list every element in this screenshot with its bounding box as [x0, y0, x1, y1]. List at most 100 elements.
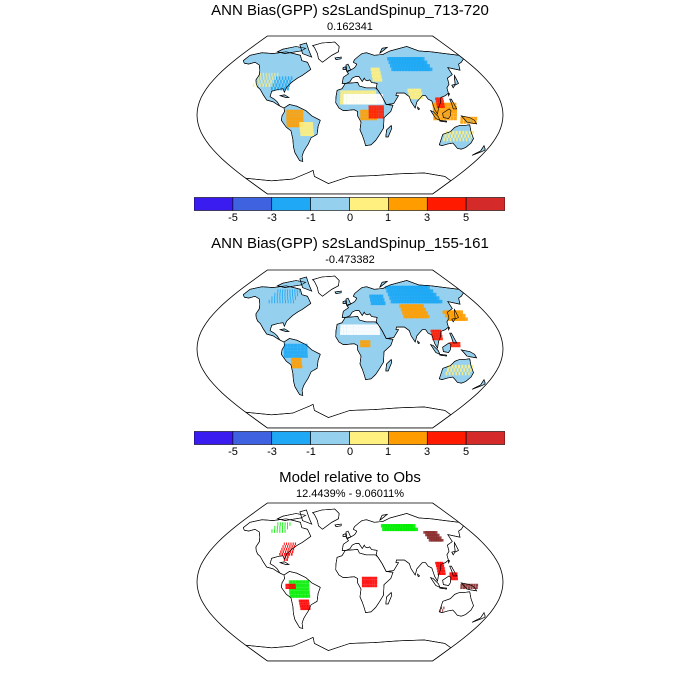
colorbar-bin: [426, 431, 467, 445]
colorbar-bin: [194, 197, 234, 211]
data-cell: [300, 343, 305, 348]
coastline-ie: [342, 66, 347, 70]
coastline-is: [334, 56, 342, 61]
data-cell: [343, 331, 347, 335]
data-cell: [389, 527, 394, 532]
data-cell: [430, 538, 435, 542]
data-cell: [281, 547, 283, 551]
coastline-lk: [417, 573, 420, 578]
data-cell: [289, 116, 294, 121]
data-cell: [372, 584, 375, 588]
data-cell: [459, 137, 461, 142]
data-cell: [293, 583, 296, 587]
data-cell: [281, 292, 283, 297]
data-cell: [286, 113, 290, 117]
data-cell: [296, 289, 298, 293]
data-cell: [421, 314, 427, 319]
data-cell: [467, 116, 471, 121]
data-cell: [409, 95, 414, 100]
data-cell: [418, 314, 424, 319]
data-cell: [409, 57, 415, 61]
data-cell: [356, 93, 360, 98]
data-cell: [285, 547, 288, 551]
data-cell: [465, 130, 468, 135]
data-cell: [403, 64, 408, 68]
data-cell: [289, 109, 294, 114]
data-cell: [368, 110, 372, 114]
data-cell: [286, 542, 288, 546]
data-cell: [287, 350, 291, 355]
data-cell: [304, 343, 308, 348]
data-cell: [419, 57, 425, 61]
data-cell: [274, 529, 276, 533]
data-cell: [294, 354, 298, 358]
data-cell: [374, 582, 378, 585]
data-cell: [280, 79, 282, 84]
data-cell: [468, 371, 470, 376]
data-cell: [369, 93, 374, 98]
land-su: [429, 344, 441, 355]
data-cell: [432, 106, 437, 110]
data-cell: [269, 76, 271, 80]
data-cell: [288, 547, 290, 551]
coastline-na: [242, 518, 312, 576]
coastline-su: [429, 577, 441, 588]
coastline-eu: [341, 46, 464, 115]
data-cell: [442, 572, 446, 575]
data-cell: [361, 584, 365, 588]
data-cell: [369, 579, 373, 582]
data-cell: [301, 599, 305, 603]
data-cell: [392, 64, 397, 68]
data-cell: [287, 522, 289, 526]
data-cell: [473, 583, 476, 587]
data-cell: [271, 529, 273, 533]
data-cell: [307, 132, 311, 137]
data-cell: [427, 289, 434, 293]
colorbar-label: -1: [306, 212, 316, 224]
data-cell: [262, 72, 264, 77]
data-cell: [441, 105, 445, 108]
data-cell: [295, 590, 300, 595]
coastline-cu: [279, 561, 290, 565]
data-cell: [376, 115, 379, 119]
data-cell: [461, 364, 464, 369]
data-cell: [472, 130, 475, 135]
data-cell: [360, 343, 364, 348]
data-cell: [290, 76, 293, 80]
data-cell: [297, 354, 302, 358]
colorbar-bin: [465, 431, 505, 445]
data-cell: [293, 586, 296, 590]
data-cell: [447, 313, 454, 318]
coastline-au: [438, 124, 474, 150]
data-cell: [413, 304, 419, 308]
coastline-lk: [417, 106, 420, 111]
data-cell: [353, 327, 357, 332]
data-cell: [470, 134, 473, 138]
data-cell: [290, 542, 292, 546]
data-cell: [286, 120, 291, 124]
data-cell: [295, 296, 297, 300]
data-cell: [439, 569, 443, 573]
data-cell: [363, 93, 367, 98]
data-cell: [289, 113, 294, 117]
coastline-ng: [460, 115, 478, 125]
data-cell: [291, 361, 296, 365]
data-cell: [391, 67, 396, 72]
data-cell: [284, 545, 286, 548]
coastline-ph: [449, 98, 458, 110]
data-cell: [392, 57, 397, 61]
data-cell: [403, 307, 409, 312]
data-cell: [466, 368, 469, 372]
data-cell: [369, 331, 374, 335]
data-cell: [300, 347, 305, 351]
data-cell: [268, 83, 271, 87]
data-cell: [281, 529, 283, 533]
data-cell: [350, 93, 354, 98]
data-cell: [421, 60, 428, 65]
data-cell: [402, 67, 407, 72]
data-cell: [434, 334, 438, 338]
data-cell: [405, 524, 411, 528]
coastline-uk: [345, 530, 352, 539]
data-cell: [279, 289, 281, 293]
data-cell: [283, 343, 288, 348]
